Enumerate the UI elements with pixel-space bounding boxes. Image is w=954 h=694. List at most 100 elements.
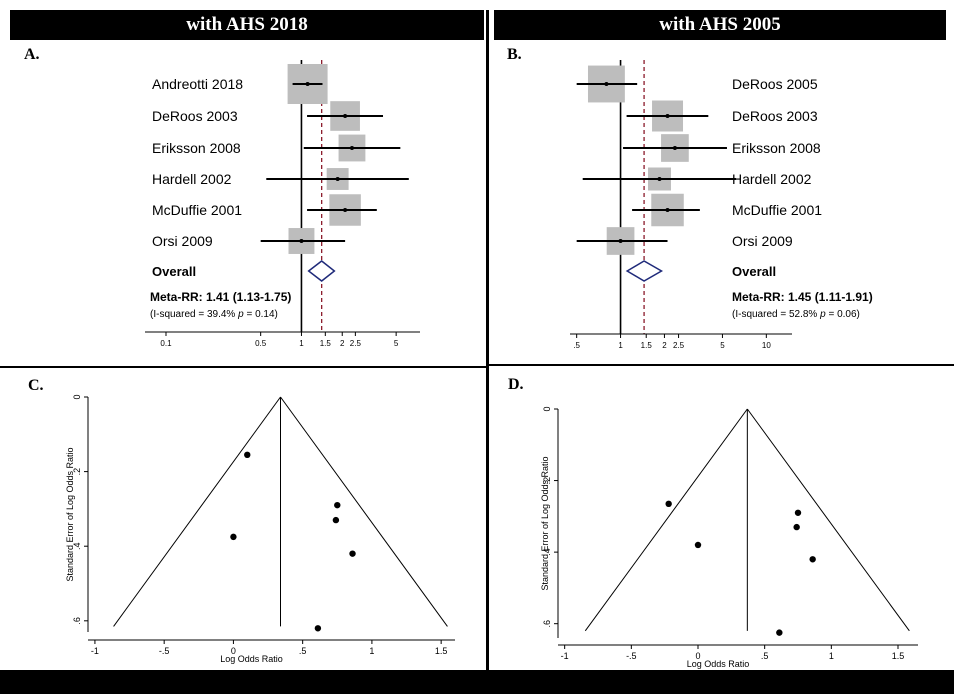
funnel-c-y-axis-title: Standard Error of Log Odds Ratio: [65, 447, 75, 581]
funnel-c-x-tick-label: 1: [369, 646, 374, 656]
funnel-c-x-axis-title: Log Odds Ratio: [220, 654, 283, 664]
forest-a-x-tick-label: 2: [340, 339, 345, 348]
funnel-c-funnel-right-limit: [280, 396, 448, 627]
forest-b-x-tick-label: 2.5: [673, 341, 685, 350]
funnel-c-x-tick-label: 1.5: [435, 646, 448, 656]
forest-b-x-tick-label: 10: [762, 341, 771, 350]
forest-b-x-tick-label: .5: [573, 341, 580, 350]
header-left: with AHS 2018: [10, 10, 484, 40]
funnel-d-x-tick-label: 0: [695, 651, 700, 661]
forest-a-study-label: DeRoos 2003: [152, 108, 238, 124]
forest-b-het-p: p: [819, 309, 826, 320]
forest-b-point-estimate: [657, 177, 662, 181]
forest-b-point-estimate: [618, 239, 623, 243]
funnel-d-x-tick-label: -.5: [626, 651, 637, 661]
forest-b-study-label: Orsi 2009: [732, 233, 793, 249]
funnel-c-y-tick-label: .6: [72, 617, 82, 625]
funnel-d-x-tick-label: 1.5: [892, 651, 905, 661]
funnel-d-study-point: [809, 556, 816, 563]
forest-b-study-label: DeRoos 2003: [732, 108, 818, 124]
funnel-d-study-point: [694, 541, 702, 549]
forest-a-x-tick-label: 0.5: [255, 339, 267, 348]
funnel-d-funnel-left-limit: [584, 408, 748, 632]
forest-a-overall-diamond: [307, 260, 336, 282]
forest-a-point-estimate: [343, 114, 348, 118]
horizontal-divider-right: [489, 364, 954, 366]
funnel-c-study-point: [332, 516, 340, 524]
funnel-c-x-tick-label: .5: [299, 646, 307, 656]
forest-b-meta-rr: Meta-RR: 1.45 (1.11-1.91): [732, 290, 873, 304]
forest-a-study-label: Eriksson 2008: [152, 140, 241, 156]
funnel-d-x-tick-label: -1: [561, 651, 569, 661]
forest-a-point-estimate: [335, 177, 340, 181]
forest-b-x-tick-label: 1.5: [641, 341, 653, 350]
header-right: with AHS 2005: [494, 10, 946, 40]
forest-a-heterogeneity: (I-squared = 39.4% p = 0.14): [150, 309, 278, 320]
funnel-d-y-tick-label: .4: [542, 548, 552, 556]
funnel-d-study-point: [793, 523, 800, 531]
forest-b-het-prefix: (I-squared = 52.8%: [732, 309, 820, 320]
forest-b-point-estimate: [604, 82, 609, 86]
forest-b-study-label: DeRoos 2005: [732, 76, 818, 92]
funnel-c-funnel-left-limit: [113, 396, 281, 627]
forest-a-point-estimate: [349, 146, 354, 150]
forest-b-x-tick-label: 2: [662, 341, 667, 350]
forest-b-overall-label: Overall: [732, 264, 776, 279]
forest-a-het-p: p: [237, 309, 244, 320]
funnel-d-y-tick-label: 0: [542, 406, 552, 411]
forest-a-point-estimate: [305, 82, 310, 86]
forest-b-point-estimate: [665, 208, 670, 212]
panel-label-d: D.: [508, 376, 524, 393]
forest-b-study-label: McDuffie 2001: [732, 202, 822, 218]
panel-label-b: B.: [507, 46, 522, 63]
funnel-d-study-point: [665, 500, 672, 508]
funnel-d-study-point: [776, 629, 783, 636]
forest-a-x-tick-label: 0.1: [160, 339, 172, 348]
panel-label-c: C.: [28, 377, 44, 394]
forest-a-study-label: McDuffie 2001: [152, 202, 242, 218]
funnel-d-y-tick-label: .2: [542, 477, 552, 485]
forest-b-heterogeneity: (I-squared = 52.8% p = 0.06): [732, 309, 860, 320]
header-left-title: with AHS 2018: [186, 14, 308, 35]
bottom-bar: [0, 670, 954, 694]
funnel-c-y-tick-label: .2: [72, 468, 82, 476]
forest-a-het-suffix: = 0.14): [244, 309, 278, 320]
funnel-d-x-tick-label: .5: [761, 651, 769, 661]
funnel-c-study-point: [334, 501, 341, 509]
funnel-c-y-tick-label: 0: [72, 394, 82, 399]
funnel-d-x-axis-title: Log Odds Ratio: [687, 659, 750, 669]
funnel-c-x-tick-label: 0: [231, 646, 236, 656]
horizontal-divider-left: [0, 366, 486, 368]
header-right-title: with AHS 2005: [659, 14, 781, 35]
panel-label-a: A.: [24, 46, 40, 63]
forest-b-x-tick-label: 5: [720, 341, 725, 350]
forest-a-het-prefix: (I-squared = 39.4%: [150, 309, 238, 320]
forest-a-x-tick-label: 2.5: [350, 339, 362, 348]
vertical-divider: [486, 10, 489, 670]
funnel-c-study-point: [314, 625, 322, 632]
funnel-c-study-point: [244, 451, 251, 459]
forest-b-het-suffix: = 0.06): [826, 309, 860, 320]
funnel-d-study-point: [794, 509, 802, 516]
forest-a-study-label: Hardell 2002: [152, 171, 232, 187]
funnel-c-study-point: [349, 550, 356, 557]
forest-b-point-estimate: [672, 146, 677, 150]
funnel-d-y-axis-title: Standard Error of Log Odds Ratio: [540, 456, 550, 590]
forest-a-x-tick-label: 5: [394, 339, 399, 348]
forest-a-x-tick-label: 1.5: [320, 339, 332, 348]
funnel-c-study-point: [230, 533, 237, 541]
forest-a-study-label: Andreotti 2018: [152, 76, 243, 92]
forest-b-study-label: Eriksson 2008: [732, 140, 821, 156]
forest-b-point-estimate: [665, 114, 670, 118]
funnel-c-x-tick-label: -1: [91, 646, 99, 656]
forest-b-study-label: Hardell 2002: [732, 171, 812, 187]
funnel-c-y-tick-label: .4: [72, 542, 82, 550]
forest-b-x-tick-label: 1: [618, 341, 623, 350]
forest-a-point-estimate: [343, 208, 348, 212]
forest-a-meta-rr: Meta-RR: 1.41 (1.13-1.75): [150, 290, 291, 304]
funnel-d-x-tick-label: 1: [829, 651, 834, 661]
funnel-d-funnel-right-limit: [746, 408, 910, 632]
funnel-d-y-tick-label: .6: [542, 620, 552, 628]
